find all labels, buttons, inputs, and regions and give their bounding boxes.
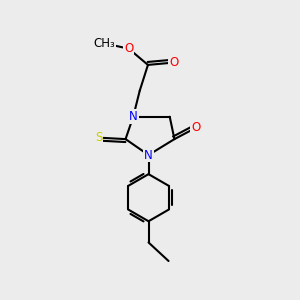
Text: O: O [124,42,134,55]
Text: N: N [129,110,138,123]
Text: CH₃: CH₃ [94,37,116,50]
Text: N: N [144,148,153,161]
Text: S: S [95,131,102,144]
Text: O: O [169,56,178,69]
Text: O: O [191,122,200,134]
